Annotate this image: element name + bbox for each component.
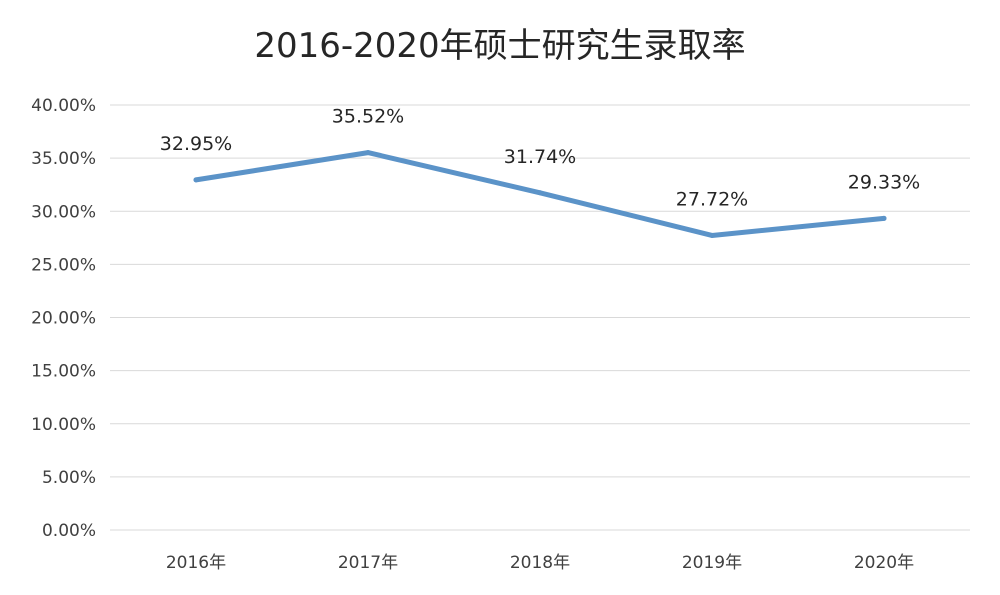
data-label: 29.33% — [848, 171, 920, 193]
data-labels-group: 32.95% 35.52% 31.74% 27.72% 29.33% — [160, 106, 920, 211]
x-tick-label: 2017年 — [338, 553, 398, 573]
x-axis-ticks: 2016年 2017年 2018年 2019年 2020年 — [166, 553, 914, 573]
y-tick-label: 0.00% — [42, 521, 96, 541]
data-point — [193, 177, 199, 183]
gridlines — [110, 104, 970, 531]
x-tick-label: 2018年 — [510, 553, 570, 573]
series-group — [193, 150, 887, 238]
data-point — [709, 232, 715, 238]
x-tick-label: 2020年 — [854, 553, 914, 573]
y-tick-label: 25.00% — [31, 255, 96, 275]
data-label: 31.74% — [504, 146, 576, 168]
y-tick-label: 10.00% — [31, 415, 96, 435]
y-tick-label: 20.00% — [31, 309, 96, 329]
data-point — [537, 190, 543, 196]
y-tick-label: 35.00% — [31, 149, 96, 169]
y-tick-label: 5.00% — [42, 468, 96, 488]
chart-title: 2016-2020年硕士研究生录取率 — [254, 26, 746, 66]
x-tick-label: 2019年 — [682, 553, 742, 573]
data-label: 35.52% — [332, 106, 404, 128]
data-point — [881, 215, 887, 221]
data-label: 27.72% — [676, 188, 748, 210]
y-tick-label: 15.00% — [31, 362, 96, 382]
y-tick-label: 40.00% — [31, 96, 96, 116]
y-tick-label: 30.00% — [31, 202, 96, 222]
y-axis-ticks: 0.00% 5.00% 10.00% 15.00% 20.00% 25.00% 30.00%… — [31, 96, 96, 541]
data-point — [365, 150, 371, 156]
x-tick-label: 2016年 — [166, 553, 226, 573]
data-label: 32.95% — [160, 133, 232, 155]
